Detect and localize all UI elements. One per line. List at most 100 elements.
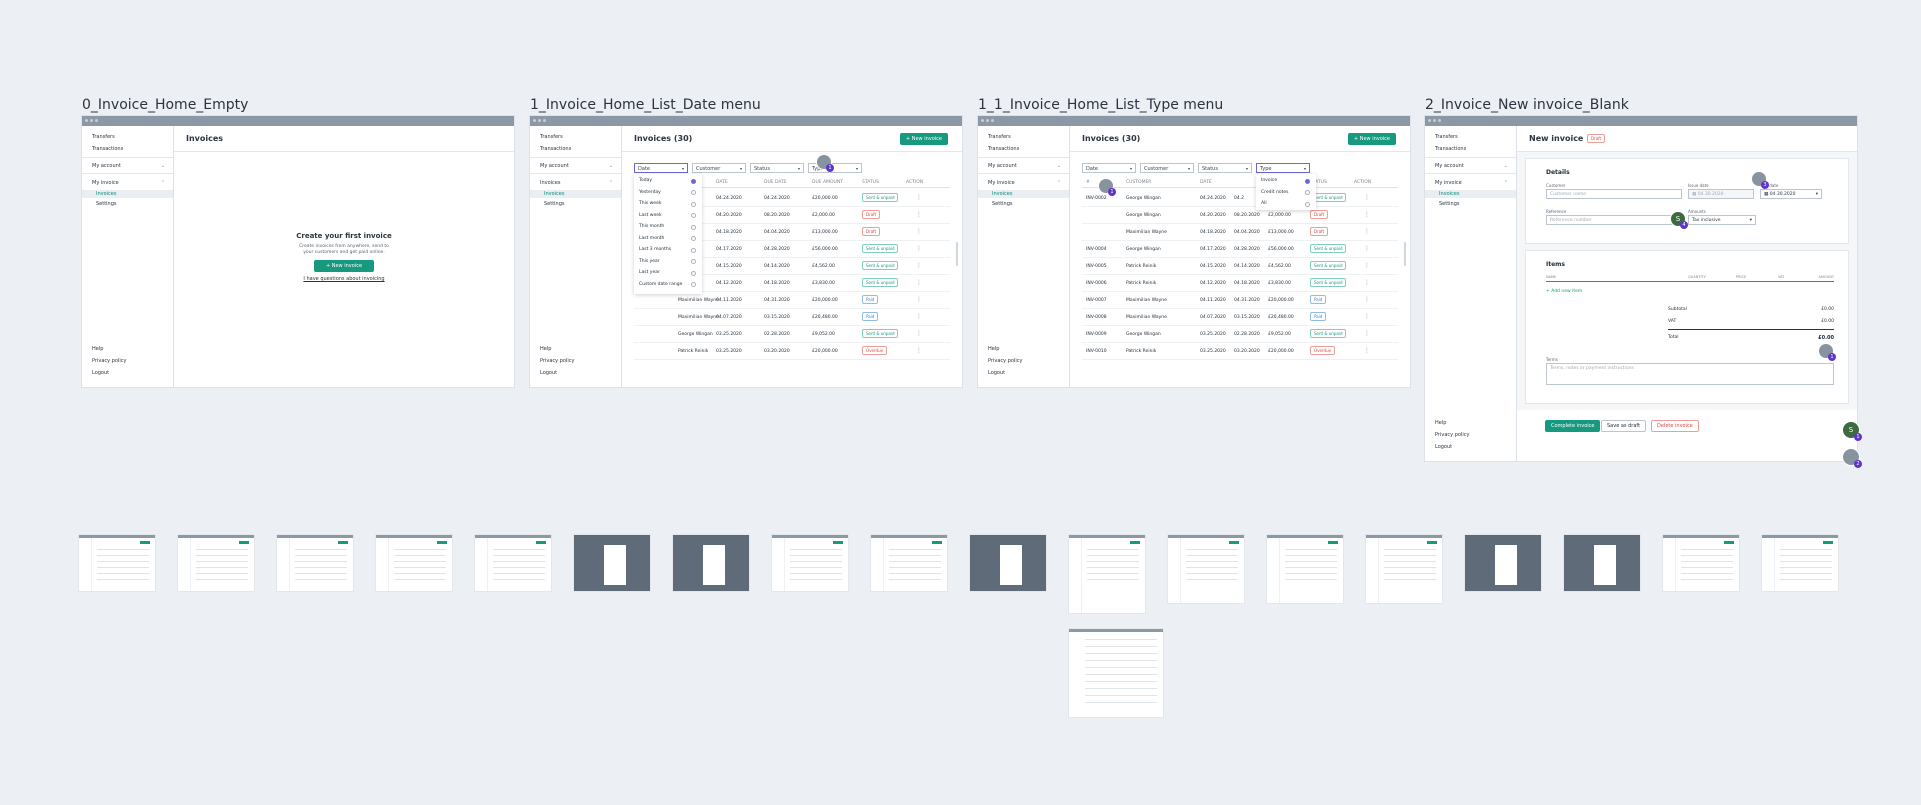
table-row[interactable]: INV-0008 Maximilian Wayne 04.07.2020 03.15.… [1082,309,1398,326]
sidebar-item-my-account[interactable]: My account [92,163,121,169]
scrollbar[interactable] [956,242,958,266]
table-row[interactable]: INV-0006 Patrick Reinik 04.12.2020 04.18.20… [1082,275,1398,292]
sidebar-item-logout[interactable]: Logout [988,370,1006,376]
table-row[interactable]: Maximilian Wayne 04.07.2020 03.15.2020 £20,… [634,309,950,326]
amounts-dropdown[interactable]: Tax inclusive ▾ [1688,215,1756,225]
menu-item[interactable]: Today [639,178,653,183]
sidebar-item-privacy[interactable]: Privacy policy [92,358,127,364]
table-row[interactable]: INV-0010 Patrick Reinik 03.25.2020 03.20.20… [1082,343,1398,360]
due-date-field[interactable]: ▦ 04.30.2020 ▾ [1760,189,1822,199]
chevron-up-icon[interactable]: ⌃ [608,180,613,186]
table-row[interactable]: Maximilian Wayne 04.18.2020 04.04.2020 £13,… [1082,224,1398,241]
screen-thumbnail[interactable] [573,534,651,592]
sidebar-item-transfers[interactable]: Transfers [540,134,563,140]
more-actions-icon[interactable]: ⋮ [1364,313,1370,320]
sidebar-item-help[interactable]: Help [988,346,1000,352]
screen-thumbnail[interactable] [1266,534,1344,604]
sidebar-item-invoices[interactable]: Invoices [540,180,561,186]
chevron-up-icon[interactable]: ⌃ [1503,180,1508,186]
sidebar-item-my-invoice[interactable]: My invoice [988,180,1015,186]
screen-thumbnail[interactable] [1068,628,1164,718]
terms-textarea[interactable]: Terms, notes or payment instructions [1546,363,1834,385]
sidebar-item-transfers[interactable]: Transfers [988,134,1011,140]
add-item-link[interactable]: + Add new item [1546,289,1583,294]
radio-icon[interactable] [691,282,696,287]
date-filter-dropdown[interactable]: Date ▾ [1082,163,1136,173]
screen-thumbnail[interactable] [1167,534,1245,604]
screen-thumbnail[interactable] [969,534,1047,592]
radio-icon[interactable] [691,190,696,195]
radio-icon[interactable] [691,270,696,276]
screen-thumbnail[interactable] [1662,534,1740,592]
screen-thumbnail[interactable] [474,534,552,592]
date-filter-dropdown[interactable]: Date ▾ [634,163,688,173]
screen-thumbnail[interactable] [1563,534,1641,592]
sidebar-item-settings[interactable]: Settings [96,201,117,207]
sidebar-item-privacy[interactable]: Privacy policy [540,358,575,364]
sidebar-item-logout[interactable]: Logout [1435,444,1453,450]
customer-filter-dropdown[interactable]: Customer ▾ [692,163,746,173]
more-actions-icon[interactable]: ⋮ [916,211,922,218]
menu-item[interactable]: Credit notes [1261,189,1289,195]
screen-thumbnail[interactable] [771,534,849,592]
more-actions-icon[interactable]: ⋮ [916,194,922,201]
table-row[interactable]: George Wingan 03.25.2020 02.28.2020 £9,052.… [634,326,950,343]
sidebar-item-logout[interactable]: Logout [92,370,110,376]
new-invoice-button[interactable]: + New invoice [314,260,374,272]
more-actions-icon[interactable]: ⋮ [1364,262,1370,269]
table-row[interactable]: INV-0004 George Wingan 04.17.2020 04.28.202… [1082,241,1398,258]
more-actions-icon[interactable]: ⋮ [916,262,922,269]
table-row[interactable]: INV-0009 George Wingan 03.25.2020 02.28.202… [1082,326,1398,343]
more-actions-icon[interactable]: ⋮ [916,245,922,252]
new-invoice-button[interactable]: + New invoice [899,133,948,145]
screen-thumbnail[interactable] [1365,534,1443,604]
radio-icon[interactable] [1305,190,1310,195]
screen-thumbnail[interactable] [276,534,354,592]
screen-thumbnail[interactable] [375,534,453,592]
sidebar-item-settings[interactable]: Settings [992,201,1013,207]
more-actions-icon[interactable]: ⋮ [916,330,922,337]
issue-date-field[interactable]: ▦ 04.30.2020 [1688,189,1754,199]
table-row[interactable]: George Wingan 04.20.2020 08.20.2020 £2,000.… [1082,207,1398,224]
menu-item[interactable]: Yesterday [639,189,661,195]
menu-item[interactable]: This week [639,201,662,206]
table-row[interactable]: INV-0002 George Wingan 04.24.2020 04.2 Sent … [1082,190,1398,207]
sidebar-item-invoices[interactable]: Invoices [978,190,1069,198]
table-row[interactable]: INV-0007 Maximilian Wayne 04.11.2020 04.31.… [1082,292,1398,309]
questions-link[interactable]: I have questions about invoicing [303,276,385,282]
chevron-down-icon[interactable]: ⌄ [608,163,613,169]
sidebar-item-transactions[interactable]: Transactions [1435,146,1467,152]
save-draft-button[interactable]: Save as draft [1601,420,1647,432]
more-actions-icon[interactable]: ⋮ [1364,228,1370,235]
screen-thumbnail[interactable] [672,534,750,592]
sidebar-item-help[interactable]: Help [1435,420,1447,426]
customer-filter-dropdown[interactable]: Customer ▾ [1140,163,1194,173]
status-filter-dropdown[interactable]: Status ▾ [750,163,804,173]
customer-input[interactable]: Customer name [1546,189,1682,199]
sidebar-item-transfers[interactable]: Transfers [92,134,115,140]
menu-item[interactable]: Last week [639,212,662,218]
sidebar-item-transfers[interactable]: Transfers [1435,134,1458,140]
more-actions-icon[interactable]: ⋮ [1364,279,1370,286]
radio-icon[interactable] [691,236,696,241]
chevron-up-icon[interactable]: ⌃ [160,180,165,186]
radio-icon[interactable] [691,224,696,230]
radio-icon[interactable] [1305,178,1310,184]
scrollbar[interactable] [1404,242,1406,266]
menu-item[interactable]: This month [639,224,665,229]
table-row[interactable]: Maximilian Wayne 04.11.2020 04.31.2020 £20,… [634,292,950,309]
sidebar-item-settings[interactable]: Settings [544,201,565,207]
more-actions-icon[interactable]: ⋮ [1364,330,1370,337]
sidebar-item-help[interactable]: Help [540,346,552,352]
more-actions-icon[interactable]: ⋮ [916,296,922,303]
reference-input[interactable]: Reference number [1546,215,1682,225]
chevron-down-icon[interactable]: ⌄ [1056,163,1061,169]
more-actions-icon[interactable]: ⋮ [916,347,922,354]
radio-icon[interactable] [691,201,696,207]
more-actions-icon[interactable]: ⋮ [1364,296,1370,303]
radio-icon[interactable] [691,259,696,264]
sidebar-item-transactions[interactable]: Transactions [540,146,572,152]
sidebar-item-help[interactable]: Help [92,346,104,352]
chevron-up-icon[interactable]: ⌃ [1056,180,1061,186]
status-filter-dropdown[interactable]: Status ▾ [1198,163,1252,173]
